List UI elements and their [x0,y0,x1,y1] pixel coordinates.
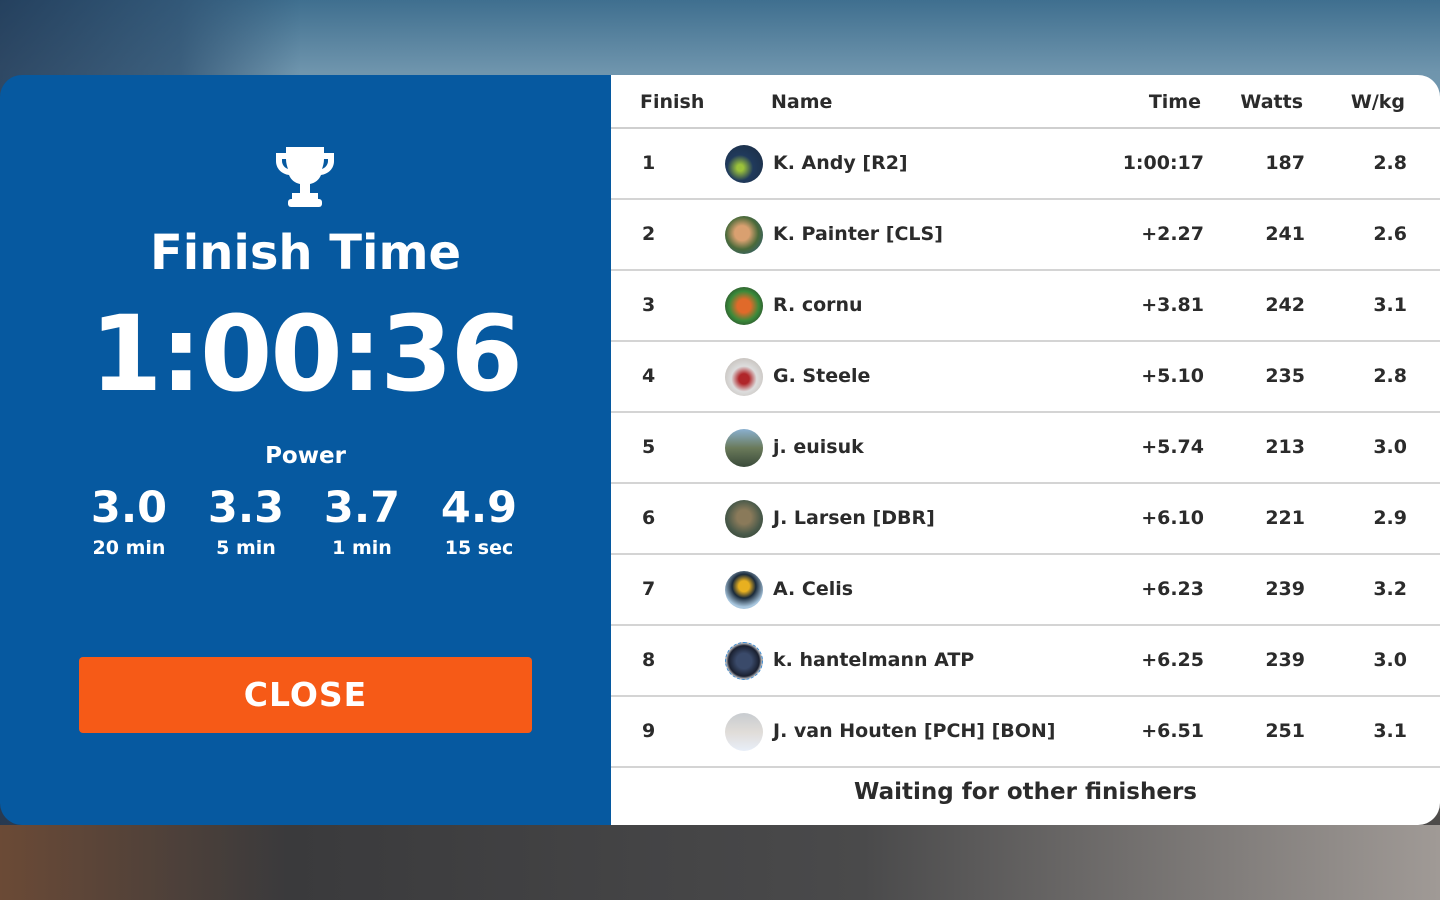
table-header: Finish Name Time Watts W/kg [611,75,1440,129]
rider-watts: 239 [1265,649,1305,671]
power-stat-15sec: 4.9 15 sec [419,483,539,559]
rider-watts: 235 [1265,365,1305,387]
rider-watts: 241 [1265,223,1305,245]
rider-name: J. van Houten [PCH] [BON] [773,720,1056,742]
background-road [0,825,1440,900]
avatar [725,216,763,254]
power-stat-1min: 3.7 1 min [302,483,422,559]
rider-time: +6.51 [1141,720,1204,742]
rider-watts: 251 [1265,720,1305,742]
finish-position: 8 [642,649,656,671]
avatar [725,571,763,609]
rider-time: +5.10 [1141,365,1204,387]
rider-wkg: 2.8 [1373,152,1407,174]
table-row[interactable]: 4 G. Steele +5.10 235 2.8 [611,342,1440,413]
rider-wkg: 3.0 [1373,436,1407,458]
rider-time: +2.27 [1141,223,1204,245]
avatar [725,429,763,467]
trophy-icon [276,147,334,207]
power-stat-5min: 3.3 5 min [186,483,306,559]
finish-position: 1 [642,152,656,174]
finish-time-title: Finish Time [149,225,462,281]
power-duration: 15 sec [444,537,514,559]
rider-name: j. euisuk [773,436,864,458]
finish-position: 9 [642,720,656,742]
power-value: 3.0 [90,483,168,533]
power-stat-20min: 3.0 20 min [69,483,189,559]
rider-name: A. Celis [773,578,854,600]
avatar [725,642,763,680]
table-row[interactable]: 7 A. Celis +6.23 239 3.2 [611,555,1440,626]
rider-time: +3.81 [1141,294,1204,316]
header-wkg: W/kg [1350,91,1405,113]
rider-time: 1:00:17 [1122,152,1204,174]
rider-wkg: 2.6 [1373,223,1407,245]
rider-watts: 213 [1265,436,1305,458]
table-row[interactable]: 3 R. cornu +3.81 242 3.1 [611,271,1440,342]
finish-summary-panel: Finish Time 1:00:36 Power 3.0 20 min 3.3… [0,75,611,825]
finish-position: 3 [642,294,656,316]
header-time: Time [1148,91,1201,113]
rider-wkg: 2.8 [1373,365,1407,387]
power-value: 4.9 [440,483,518,533]
table-row[interactable]: 2 K. Painter [CLS] +2.27 241 2.6 [611,200,1440,271]
results-table: Finish Name Time Watts W/kg 1 K. Andy [R… [611,75,1440,825]
rider-wkg: 3.1 [1373,294,1407,316]
avatar [725,500,763,538]
rider-time: +6.10 [1141,507,1204,529]
header-finish: Finish [640,91,705,113]
finish-position: 6 [642,507,656,529]
table-row[interactable]: 1 K. Andy [R2] 1:00:17 187 2.8 [611,129,1440,200]
rider-wkg: 3.0 [1373,649,1407,671]
power-value: 3.7 [323,483,401,533]
finish-position: 7 [642,578,656,600]
rider-time: +6.25 [1141,649,1204,671]
finish-position: 2 [642,223,656,245]
power-duration: 5 min [216,537,276,559]
close-button[interactable]: CLOSE [79,657,532,733]
header-name: Name [771,91,833,113]
finish-time-value: 1:00:36 [90,293,523,415]
table-row[interactable]: 6 J. Larsen [DBR] +6.10 221 2.9 [611,484,1440,555]
avatar [725,287,763,325]
table-row[interactable]: 5 j. euisuk +5.74 213 3.0 [611,413,1440,484]
rider-name: R. cornu [773,294,863,316]
rider-wkg: 3.2 [1373,578,1407,600]
power-duration: 20 min [92,537,166,559]
rider-time: +6.23 [1141,578,1204,600]
rider-watts: 187 [1265,152,1305,174]
rider-name: K. Andy [R2] [773,152,908,174]
rider-name: K. Painter [CLS] [773,223,943,245]
rider-name: J. Larsen [DBR] [773,507,935,529]
power-label: Power [265,443,346,469]
waiting-message: Waiting for other finishers [854,779,1197,805]
avatar [725,713,763,751]
rider-watts: 221 [1265,507,1305,529]
rider-watts: 242 [1265,294,1305,316]
finish-position: 4 [642,365,656,387]
rider-watts: 239 [1265,578,1305,600]
rider-wkg: 3.1 [1373,720,1407,742]
power-duration: 1 min [332,537,392,559]
rider-time: +5.74 [1141,436,1204,458]
avatar [725,358,763,396]
rider-name: k. hantelmann ATP [773,649,975,671]
table-row[interactable]: 8 k. hantelmann ATP +6.25 239 3.0 [611,626,1440,697]
table-row[interactable]: 9 J. van Houten [PCH] [BON] +6.51 251 3.… [611,697,1440,768]
power-value: 3.3 [207,483,285,533]
header-watts: Watts [1240,91,1303,113]
rider-wkg: 2.9 [1373,507,1407,529]
finish-position: 5 [642,436,656,458]
avatar [725,145,763,183]
rider-name: G. Steele [773,365,871,387]
